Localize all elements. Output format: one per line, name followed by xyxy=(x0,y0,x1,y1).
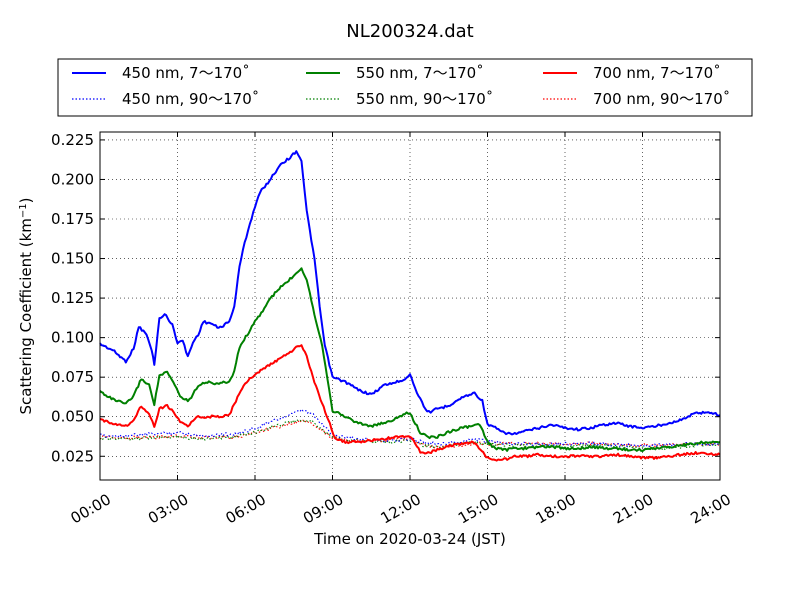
series-line xyxy=(99,150,721,436)
x-tick-label: 03:00 xyxy=(145,490,191,527)
legend: 450 nm, 7～170˚ 550 nm, 7～170˚ 700 nm, 7～17… xyxy=(57,58,753,117)
y-tick-label: 0.025 xyxy=(51,447,94,465)
x-tick-label: 15:00 xyxy=(455,490,501,527)
y-tick-label: 0.100 xyxy=(51,329,94,347)
grid xyxy=(100,132,720,480)
plot-background xyxy=(100,132,720,480)
y-axis-label-superscript: −1 xyxy=(18,203,29,218)
chart-title: NL200324.dat xyxy=(346,21,473,42)
x-tick-label: 06:00 xyxy=(223,490,269,527)
series-line xyxy=(99,419,721,451)
legend-frame xyxy=(57,58,753,117)
plot-area: 00:00 03:00 06:00 09:00 12:00 15:00 18:00 21:00… xyxy=(51,131,734,528)
y-tick-label: 0.150 xyxy=(51,250,94,268)
y-tick-label: 0.075 xyxy=(51,368,94,386)
legend-label: 550 nm, 7～170˚ xyxy=(356,64,484,82)
y-tick-label: 0.225 xyxy=(51,131,94,149)
y-tick-label: 0.050 xyxy=(51,408,94,426)
legend-label: 700 nm, 90～170˚ xyxy=(593,90,730,108)
x-tick-label: 24:00 xyxy=(688,490,734,527)
y-axis-label: Scattering Coefficient (km−1) xyxy=(17,197,35,414)
x-tick-label: 00:00 xyxy=(68,490,114,527)
y-tick-label: 0.125 xyxy=(51,289,94,307)
legend-label: 450 nm, 90～170˚ xyxy=(122,90,259,108)
x-tick-label: 09:00 xyxy=(300,490,346,527)
legend-label: 550 nm, 90～170˚ xyxy=(356,90,493,108)
x-tick-label: 12:00 xyxy=(378,490,424,527)
x-tick-label: 18:00 xyxy=(533,490,579,527)
series-line xyxy=(99,408,721,448)
series-line xyxy=(99,267,721,452)
y-axis-label-close: ) xyxy=(17,197,35,203)
x-tick-label: 21:00 xyxy=(610,490,656,527)
y-tick-label: 0.175 xyxy=(51,210,94,228)
x-axis-label: Time on 2020-03-24 (JST) xyxy=(313,530,506,548)
y-axis-label-main: Scattering Coefficient (km xyxy=(17,218,35,414)
series-line xyxy=(99,344,721,462)
legend-label: 700 nm, 7～170˚ xyxy=(593,64,721,82)
y-tick-label: 0.200 xyxy=(51,170,94,188)
legend-label: 450 nm, 7～170˚ xyxy=(122,64,250,82)
series-layer xyxy=(99,150,721,462)
